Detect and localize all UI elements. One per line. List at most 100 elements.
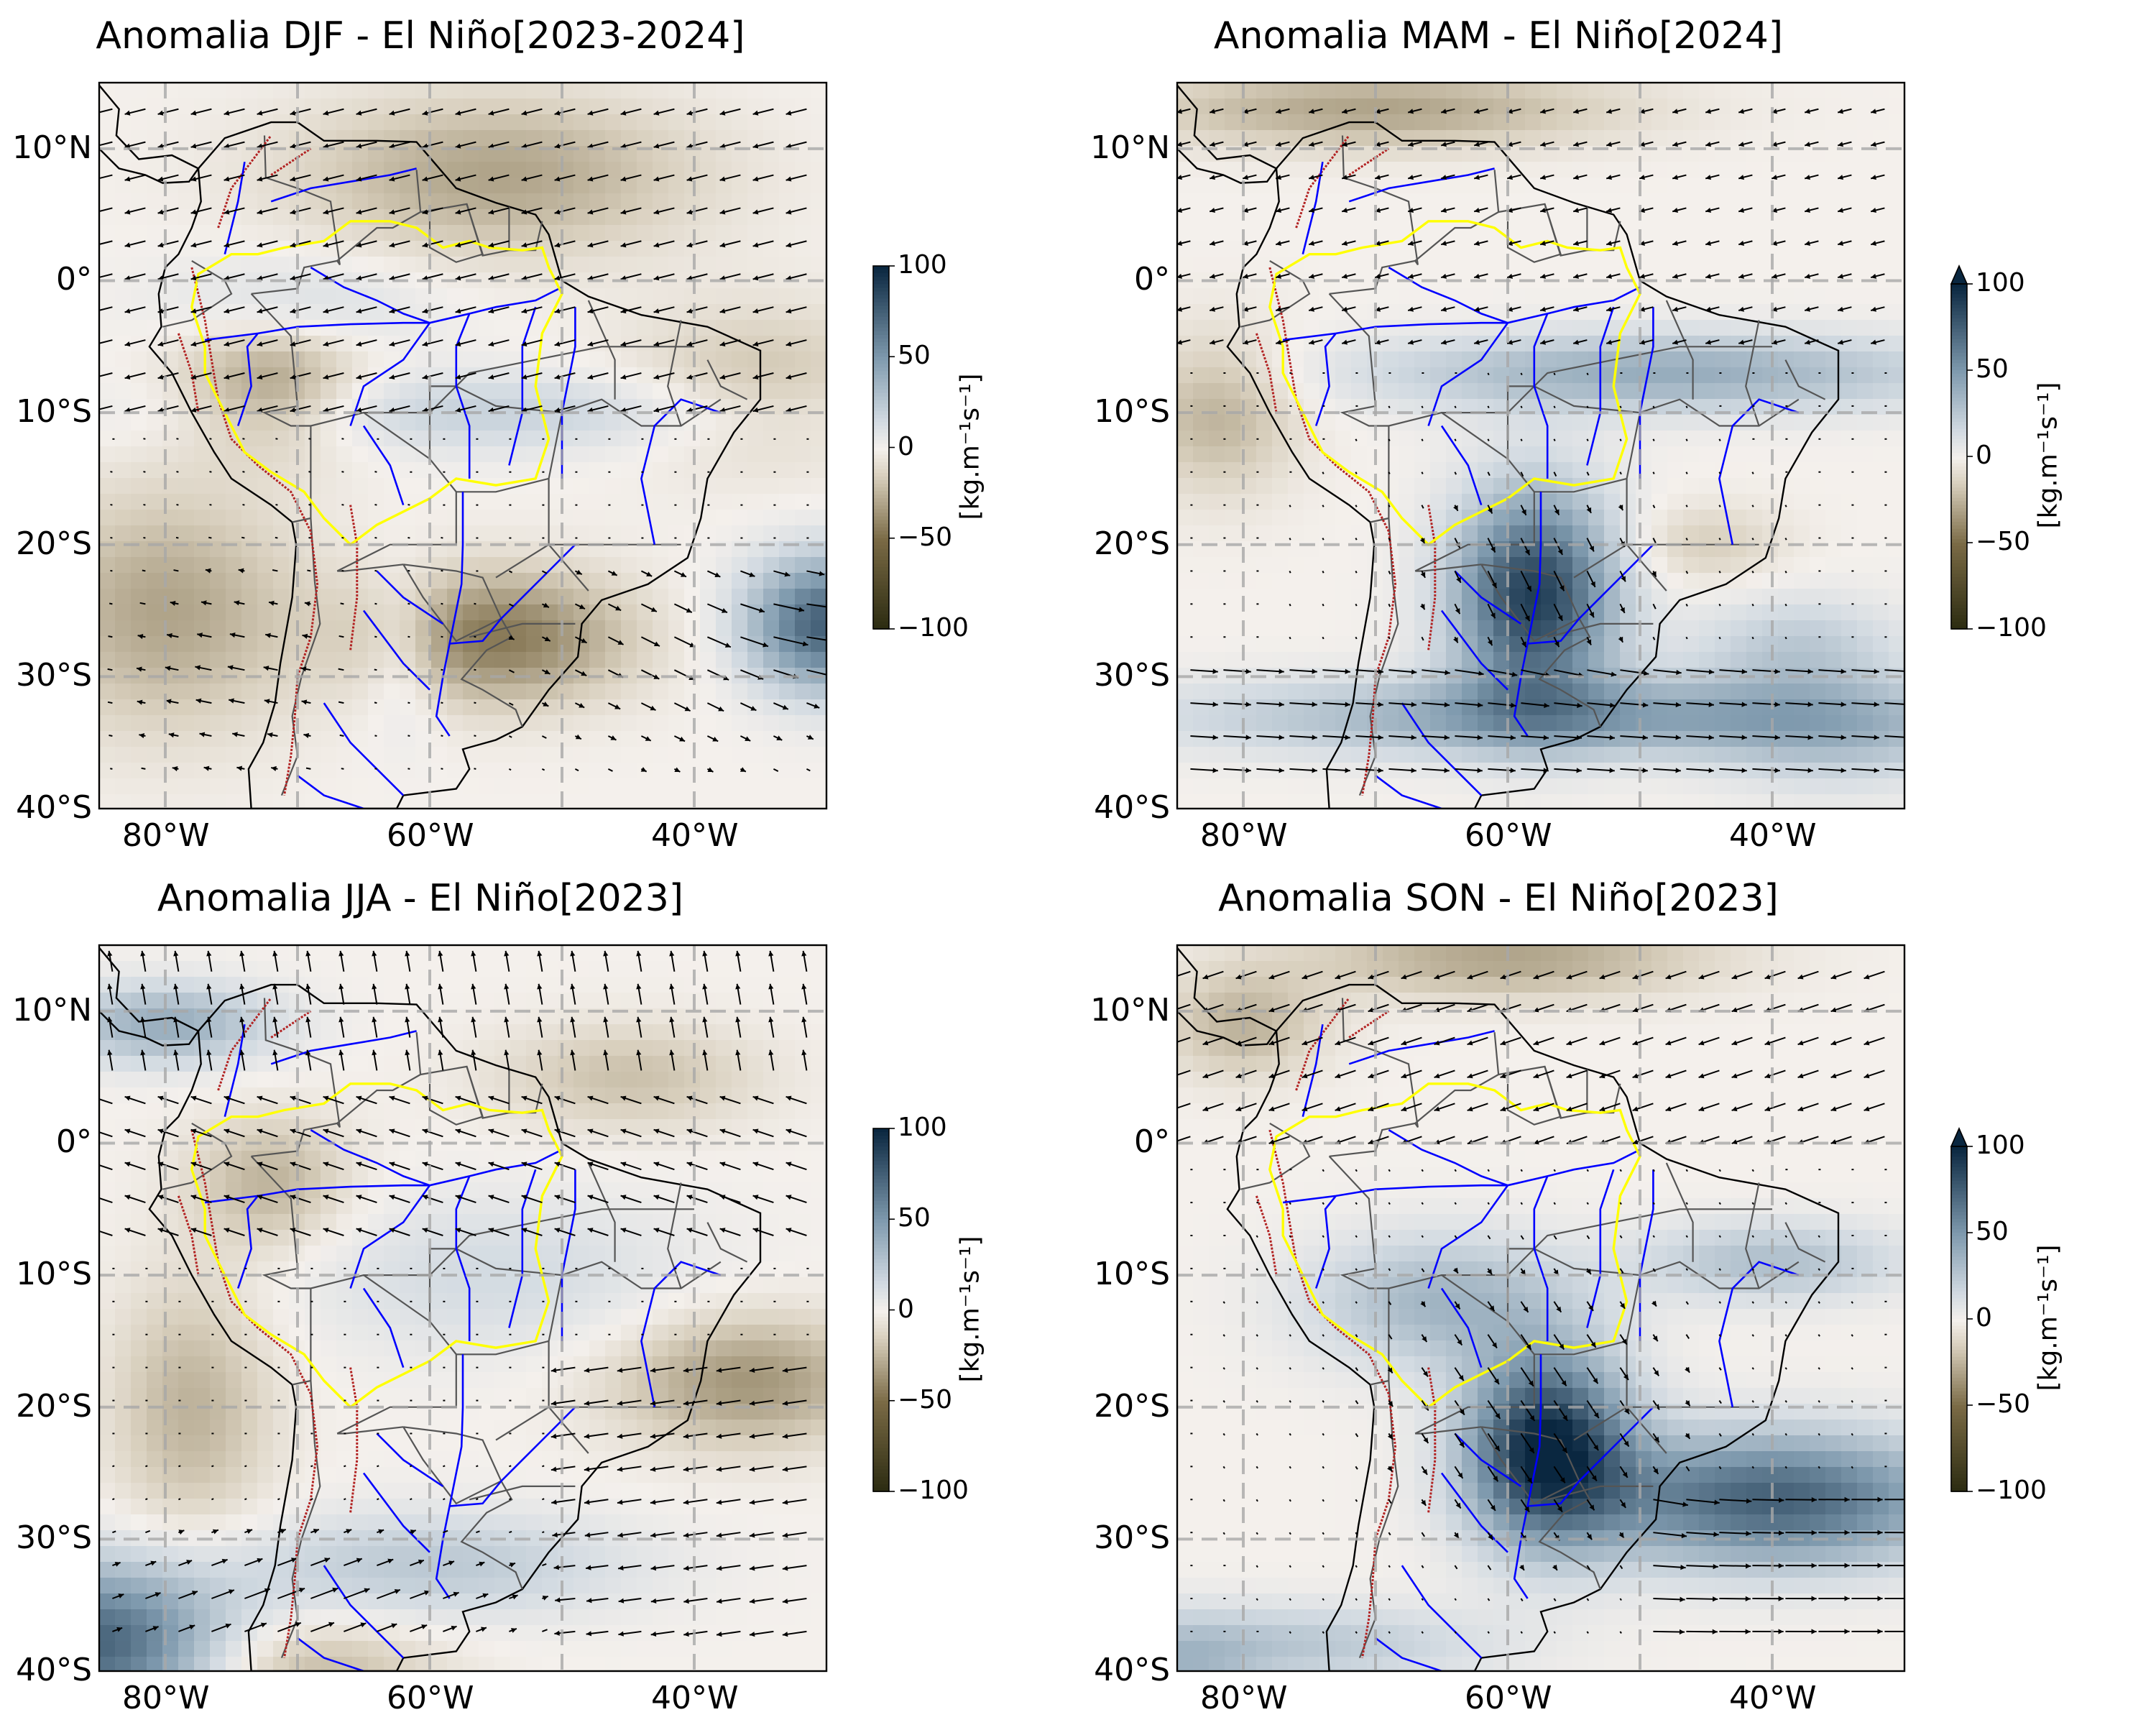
wind-arrow	[1222, 1399, 1225, 1403]
wind-arrow	[242, 438, 245, 440]
wind-arrow	[1388, 505, 1391, 507]
wind-arrow	[107, 701, 113, 704]
andes-contour	[190, 267, 319, 796]
wind-arrow	[806, 768, 811, 772]
wind-arrow	[1520, 1235, 1524, 1240]
border-line	[469, 1485, 576, 1501]
wind-arrow	[1818, 1301, 1820, 1304]
wind-arrow	[1751, 1466, 1754, 1469]
wind-arrow	[407, 635, 410, 638]
wind-arrow	[374, 635, 377, 638]
wind-arrow	[99, 1131, 113, 1138]
wind-arrow	[1653, 1565, 1686, 1569]
border-line	[706, 359, 748, 400]
panel-djf: Anomalia DJF - El Niño[2023-2024] 10°N 0°…	[0, 0, 1078, 862]
wind-arrow	[1322, 472, 1325, 474]
wind-arrow	[1322, 1235, 1325, 1238]
wind-arrow	[1487, 1235, 1491, 1240]
wind-arrow	[1685, 505, 1688, 507]
colorbar-tick-label: −100	[898, 613, 969, 643]
wind-arrow	[1388, 1235, 1391, 1238]
wind-arrow	[1421, 1631, 1424, 1634]
anomaly-field	[1177, 945, 1904, 1671]
wind-arrow	[1751, 1235, 1754, 1238]
colorbar-extend-arrow	[1950, 1127, 1968, 1147]
wind-arrow	[441, 768, 443, 770]
river-line	[1533, 1175, 1549, 1341]
wind-arrow	[1322, 1169, 1325, 1172]
wind-arrow	[1454, 1235, 1457, 1239]
wind-arrow	[1652, 1202, 1655, 1205]
wind-arrow	[1751, 1169, 1754, 1172]
wind-arrow	[99, 339, 113, 344]
border-line	[1370, 517, 1389, 523]
wind-arrow	[1884, 735, 1904, 738]
wind-arrow	[1751, 1367, 1754, 1370]
wind-arrow	[1322, 1334, 1325, 1337]
border-line	[1784, 359, 1826, 400]
wind-arrow	[1322, 1565, 1325, 1568]
wind-arrow	[1289, 1432, 1291, 1436]
wind-arrow	[1619, 1169, 1622, 1172]
colorbar-tick-label: 100	[1976, 268, 2025, 298]
panel-title: Anomalia SON - El Niño[2023]	[1218, 877, 1779, 920]
border-line	[1415, 1426, 1482, 1435]
wind-arrow	[99, 1164, 113, 1171]
andes-contour	[190, 1129, 319, 1658]
river-line	[1440, 1287, 1483, 1368]
river-line	[362, 425, 405, 506]
wind-arrow	[99, 1197, 113, 1204]
wind-arrow	[1355, 1499, 1358, 1502]
wind-arrow	[1586, 1169, 1589, 1172]
wind-arrow	[108, 635, 113, 638]
wind-arrow	[1685, 1268, 1688, 1271]
wind-arrow	[1851, 1432, 1853, 1436]
wind-arrow	[1685, 405, 1688, 409]
lat-tick-label: 10°S	[1094, 393, 1170, 431]
wind-arrow	[1289, 1532, 1291, 1535]
river-line	[449, 1406, 576, 1507]
river-line	[1513, 1354, 1542, 1599]
wind-arrow	[1355, 1169, 1358, 1172]
lat-tick-label: 10°S	[16, 393, 92, 431]
coastline	[148, 121, 762, 809]
andes-contour	[1255, 1195, 1278, 1276]
wind-arrow	[1751, 538, 1754, 540]
wind-arrow	[1421, 1565, 1424, 1568]
andes-contour	[177, 333, 200, 413]
border-line	[587, 1162, 616, 1262]
colorbar-tick-label: 100	[898, 1113, 947, 1142]
wind-arrow	[1884, 669, 1904, 672]
andes-contour	[1348, 147, 1390, 176]
river-line	[1586, 306, 1615, 466]
wind-arrow	[339, 734, 344, 737]
wind-arrow	[1487, 1631, 1490, 1634]
wind-arrow	[1355, 1631, 1358, 1634]
coastline	[1226, 121, 1840, 809]
wind-arrow	[341, 768, 344, 770]
colorbar-tick-label: 100	[898, 250, 947, 280]
wind-arrow	[141, 767, 146, 770]
wind-vectors	[99, 108, 826, 773]
border-line	[456, 477, 549, 493]
wind-arrow	[508, 702, 514, 706]
wind-arrow	[1454, 472, 1457, 475]
wind-arrow	[1322, 1598, 1325, 1601]
wind-arrow	[1388, 1301, 1392, 1305]
wind-arrow	[1222, 1532, 1225, 1535]
wind-arrow	[374, 768, 377, 770]
wind-arrow	[1586, 1631, 1589, 1634]
wind-arrow	[1619, 1202, 1622, 1205]
wind-arrow	[1256, 1301, 1258, 1304]
wind-arrow	[1586, 438, 1589, 441]
lat-tick-label: 30°S	[16, 657, 92, 694]
lon-tick-label: 40°W	[1729, 817, 1817, 854]
river-line	[1401, 1565, 1483, 1659]
wind-arrow	[1652, 472, 1655, 474]
wind-arrow	[1289, 1565, 1291, 1568]
colorbar-tick-label: −100	[1976, 613, 2047, 643]
wind-arrow	[1685, 1169, 1688, 1172]
wind-arrow	[1553, 1631, 1556, 1634]
wind-arrow	[1355, 636, 1358, 640]
wind-arrow	[1322, 1268, 1325, 1271]
